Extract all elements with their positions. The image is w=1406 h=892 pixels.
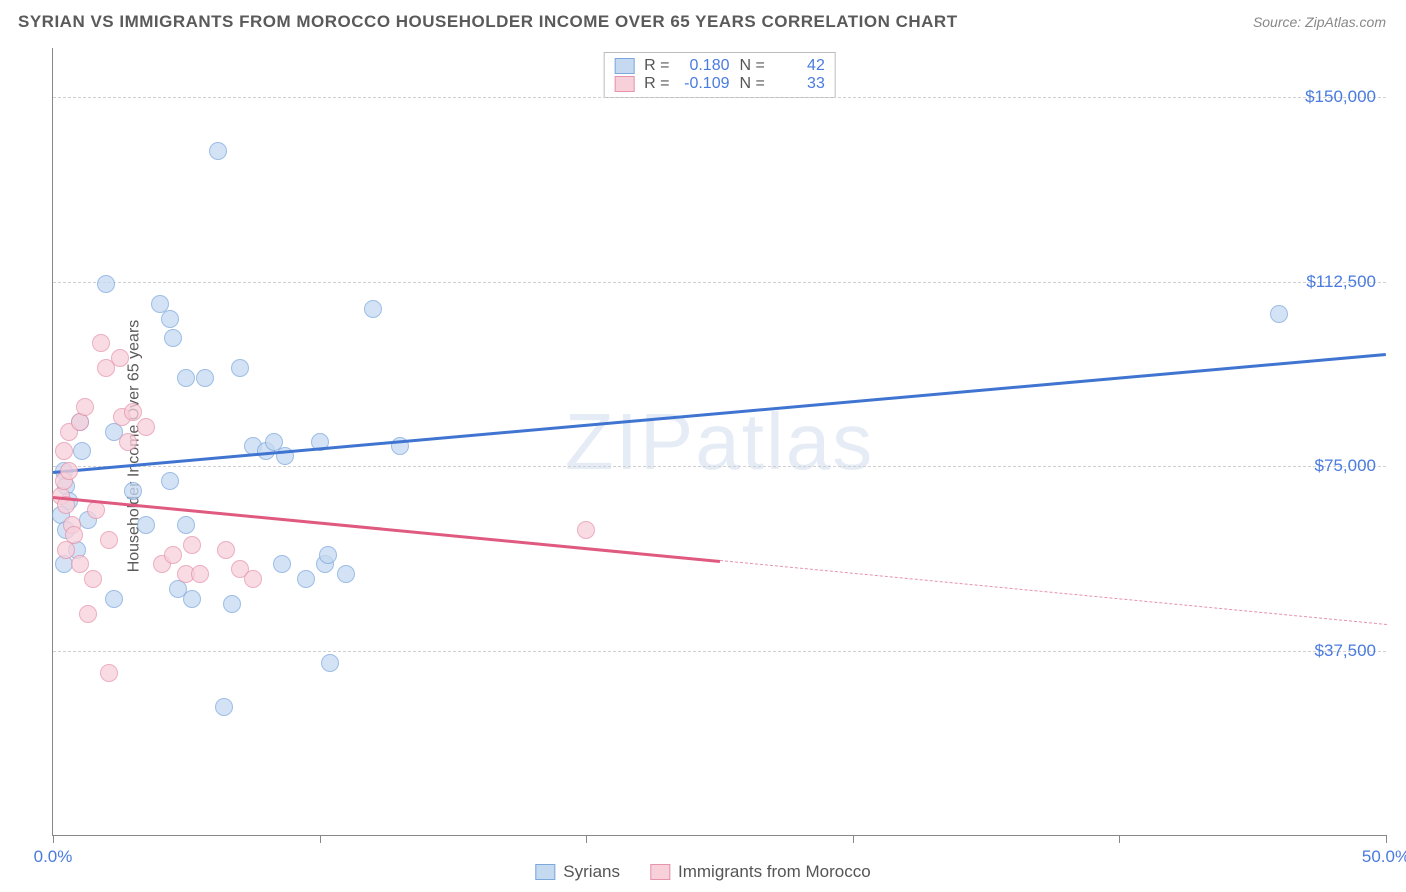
trend-line-extrapolated: [719, 560, 1386, 625]
legend-label-1: Syrians: [563, 862, 620, 882]
x-tick: [1386, 835, 1387, 843]
gridline: [53, 651, 1386, 652]
data-point: [577, 521, 595, 539]
correlation-chart: SYRIAN VS IMMIGRANTS FROM MOROCCO HOUSEH…: [0, 0, 1406, 892]
stat-label-n: N =: [740, 57, 765, 75]
x-tick: [320, 835, 321, 843]
stats-legend: R = 0.180 N = 42 R = -0.109 N = 33: [603, 52, 836, 98]
x-tick-label: 50.0%: [1362, 847, 1406, 867]
data-point: [161, 310, 179, 328]
data-point: [209, 142, 227, 160]
data-point: [92, 334, 110, 352]
data-point: [105, 590, 123, 608]
gridline: [53, 466, 1386, 467]
data-point: [321, 654, 339, 672]
data-point: [164, 329, 182, 347]
stat-label-n: N =: [740, 75, 765, 93]
stat-val-n-2: 33: [773, 75, 825, 93]
data-point: [217, 541, 235, 559]
data-point: [124, 482, 142, 500]
gridline: [53, 282, 1386, 283]
swatch-series-1: [614, 58, 634, 74]
data-point: [57, 541, 75, 559]
stat-label-r: R =: [644, 75, 669, 93]
swatch-series-2: [614, 76, 634, 92]
data-point: [79, 605, 97, 623]
stats-row-series-1: R = 0.180 N = 42: [614, 57, 825, 75]
data-point: [71, 555, 89, 573]
data-point: [215, 698, 233, 716]
x-tick-label: 0.0%: [34, 847, 73, 867]
data-point: [119, 433, 137, 451]
data-point: [55, 442, 73, 460]
y-tick-label: $37,500: [1315, 641, 1376, 661]
data-point: [297, 570, 315, 588]
data-point: [191, 565, 209, 583]
data-point: [60, 462, 78, 480]
data-point: [319, 546, 337, 564]
data-point: [164, 546, 182, 564]
x-tick: [586, 835, 587, 843]
legend-label-2: Immigrants from Morocco: [678, 862, 871, 882]
data-point: [244, 570, 262, 588]
data-point: [177, 369, 195, 387]
legend-item-2: Immigrants from Morocco: [650, 862, 871, 882]
y-tick-label: $112,500: [1306, 272, 1376, 292]
stat-val-r-1: 0.180: [678, 57, 730, 75]
data-point: [73, 442, 91, 460]
data-point: [111, 349, 129, 367]
plot-area: ZIPatlas R = 0.180 N = 42 R = -0.109 N =…: [52, 48, 1386, 836]
data-point: [364, 300, 382, 318]
data-point: [137, 418, 155, 436]
y-tick-label: $150,000: [1305, 87, 1376, 107]
stat-val-r-2: -0.109: [678, 75, 730, 93]
data-point: [87, 501, 105, 519]
stat-label-r: R =: [644, 57, 669, 75]
data-point: [177, 516, 195, 534]
stats-row-series-2: R = -0.109 N = 33: [614, 75, 825, 93]
x-tick: [853, 835, 854, 843]
data-point: [161, 472, 179, 490]
data-point: [100, 531, 118, 549]
data-point: [137, 516, 155, 534]
data-point: [196, 369, 214, 387]
data-point: [183, 536, 201, 554]
bottom-legend: Syrians Immigrants from Morocco: [535, 862, 870, 882]
trend-line: [53, 353, 1386, 474]
data-point: [1270, 305, 1288, 323]
data-point: [273, 555, 291, 573]
data-point: [97, 275, 115, 293]
data-point: [183, 590, 201, 608]
data-point: [76, 398, 94, 416]
y-tick-label: $75,000: [1315, 456, 1376, 476]
swatch-series-1: [535, 864, 555, 880]
chart-title: SYRIAN VS IMMIGRANTS FROM MOROCCO HOUSEH…: [18, 12, 958, 32]
x-tick: [1119, 835, 1120, 843]
x-tick: [53, 835, 54, 843]
data-point: [231, 359, 249, 377]
gridline: [53, 97, 1386, 98]
source-attribution: Source: ZipAtlas.com: [1253, 14, 1386, 30]
data-point: [84, 570, 102, 588]
legend-item-1: Syrians: [535, 862, 620, 882]
data-point: [337, 565, 355, 583]
swatch-series-2: [650, 864, 670, 880]
data-point: [100, 664, 118, 682]
stat-val-n-1: 42: [773, 57, 825, 75]
data-point: [124, 403, 142, 421]
watermark: ZIPatlas: [565, 396, 874, 488]
data-point: [223, 595, 241, 613]
